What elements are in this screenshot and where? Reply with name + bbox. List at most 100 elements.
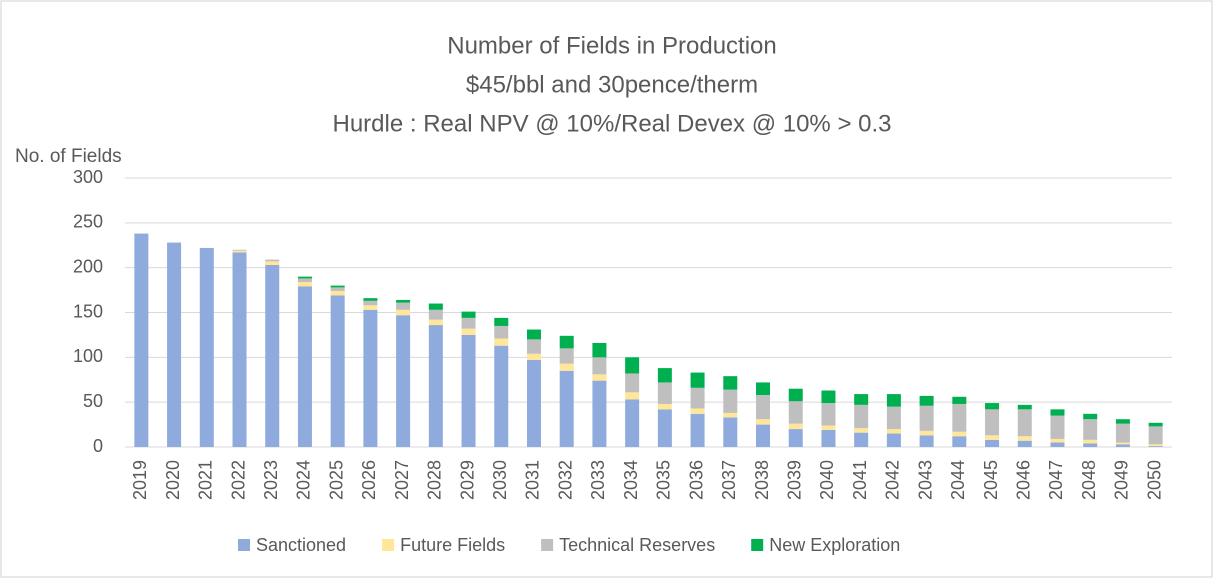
legend-swatch: [238, 539, 250, 551]
bar-segment: [690, 387, 705, 409]
legend-swatch: [382, 539, 395, 551]
bar-segment: [167, 242, 182, 447]
bar-segment: [330, 287, 345, 291]
bar-segment: [428, 309, 443, 320]
chart-title: Hurdle : Real NPV @ 10%/Real Devex @ 10%…: [333, 110, 892, 137]
bar-segment: [690, 408, 705, 414]
bar-segment: [1050, 442, 1065, 447]
bar-segment: [657, 409, 672, 447]
x-tick-label: 2019: [130, 460, 150, 500]
bar-segment: [985, 439, 1000, 447]
bar-segment: [330, 295, 345, 447]
bar-segment: [526, 353, 541, 361]
legend-swatch: [541, 539, 554, 551]
bar-segment: [788, 429, 803, 447]
bar-segment: [1083, 439, 1098, 444]
x-tick-label: 2035: [654, 460, 674, 500]
bar-segment: [297, 286, 312, 447]
bar-segment: [919, 430, 934, 436]
bar-segment: [428, 325, 443, 447]
bar-segment: [788, 388, 803, 402]
legend-label: Future Fields: [400, 535, 505, 555]
bar-segment: [1017, 436, 1032, 441]
bar-segment: [494, 317, 509, 326]
bar-segment: [330, 285, 345, 288]
x-tick-label: 2026: [359, 460, 379, 500]
bar-segment: [232, 252, 247, 447]
x-tick-label: 2023: [261, 460, 281, 500]
bar-segment: [1115, 444, 1130, 447]
bar-segment: [756, 382, 771, 395]
x-tick-label: 2027: [392, 460, 412, 500]
bar-segment: [461, 328, 476, 335]
bar-segment: [952, 436, 967, 447]
y-tick-label: 200: [73, 256, 103, 276]
bar-segment: [592, 380, 607, 447]
bar-segment: [1050, 415, 1065, 439]
bar-segment: [592, 357, 607, 375]
y-tick-label: 0: [93, 436, 103, 456]
bar-segment: [657, 368, 672, 383]
bar-segment: [919, 395, 934, 406]
bar-segment: [559, 335, 574, 349]
bar-segment: [1115, 423, 1130, 443]
x-tick-label: 2050: [1144, 460, 1164, 500]
y-tick-label: 250: [73, 212, 103, 232]
bar-segment: [592, 374, 607, 381]
bar-segment: [396, 315, 411, 447]
bar-segment: [821, 403, 836, 426]
bar-segment: [297, 282, 312, 287]
bar-segment: [723, 417, 738, 447]
bar-segment: [756, 424, 771, 447]
bar-segment: [526, 339, 541, 354]
bar-segment: [494, 345, 509, 447]
y-tick-label: 300: [73, 167, 103, 187]
bar-segment: [363, 305, 378, 310]
x-tick-label: 2037: [719, 460, 739, 500]
bar-segment: [559, 370, 574, 447]
bar-segment: [952, 431, 967, 437]
bar-segment: [461, 334, 476, 447]
bar-segment: [297, 276, 312, 279]
bar-segment: [461, 311, 476, 318]
bar-segment: [1148, 422, 1163, 427]
legend-swatch: [751, 539, 764, 551]
y-tick-label: 100: [73, 346, 103, 366]
bar-segment: [985, 409, 1000, 436]
bar-segment: [625, 399, 640, 447]
x-tick-label: 2032: [555, 460, 575, 500]
bar-segment: [526, 360, 541, 447]
bar-segment: [690, 413, 705, 447]
y-tick-label: 50: [83, 391, 103, 411]
x-tick-label: 2045: [981, 460, 1001, 500]
x-tick-label: 2034: [621, 460, 641, 500]
bar-segment: [1148, 446, 1163, 447]
bar-segment: [199, 247, 214, 447]
bar-segment: [1050, 409, 1065, 416]
y-tick-label: 150: [73, 301, 103, 321]
x-tick-label: 2036: [686, 460, 706, 500]
bar-segment: [396, 299, 411, 303]
bar-segment: [1017, 409, 1032, 437]
x-tick-label: 2033: [588, 460, 608, 500]
bar-segment: [232, 250, 247, 253]
x-tick-label: 2040: [817, 460, 837, 500]
bar-segment: [1115, 442, 1130, 445]
bar-segment: [952, 396, 967, 404]
x-tick-label: 2042: [883, 460, 903, 500]
bar-segment: [363, 300, 378, 306]
bar-segment: [657, 382, 672, 404]
x-tick-label: 2039: [784, 460, 804, 500]
x-tick-label: 2028: [425, 460, 445, 500]
chart-title: Number of Fields in Production: [447, 32, 776, 59]
x-tick-label: 2025: [326, 460, 346, 500]
bar-segment: [1083, 419, 1098, 440]
bar-segment: [526, 329, 541, 340]
bar-segment: [265, 261, 280, 265]
bar-segment: [952, 403, 967, 432]
x-tick-label: 2044: [948, 460, 968, 500]
bar-segment: [756, 394, 771, 420]
y-axis-label: No. of Fields: [15, 146, 122, 167]
bar-segment: [854, 404, 869, 429]
bar-segment: [821, 390, 836, 404]
